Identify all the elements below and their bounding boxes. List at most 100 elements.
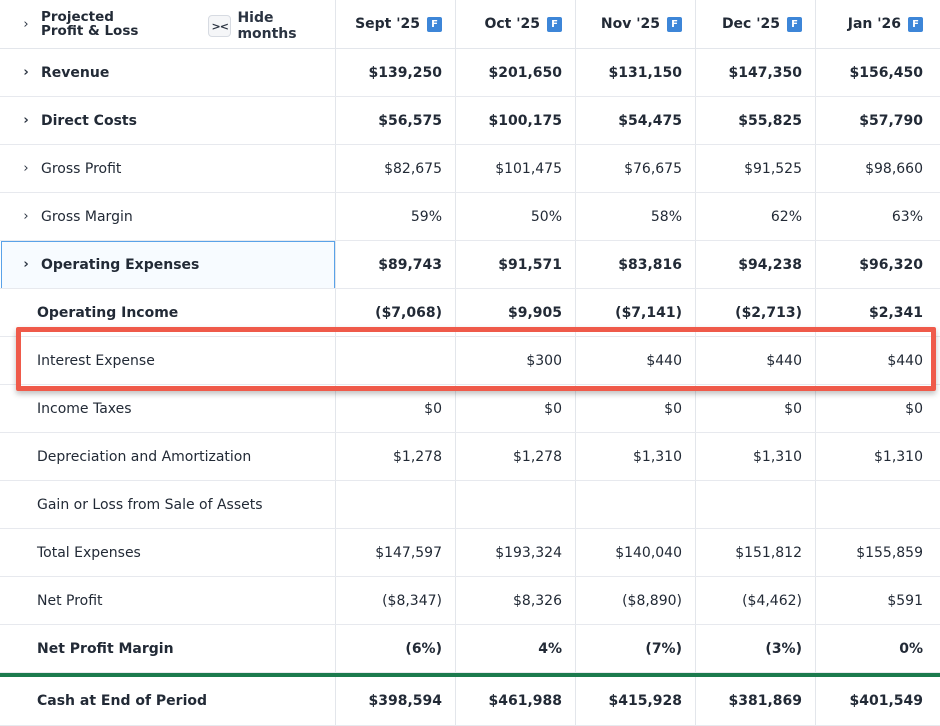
cell-value[interactable]: $147,597: [336, 529, 456, 576]
cell-value[interactable]: $381,869: [696, 677, 816, 725]
cell-value[interactable]: $147,350: [696, 49, 816, 96]
cell-value[interactable]: $440: [887, 352, 923, 369]
cell-value[interactable]: $1,310: [696, 433, 816, 480]
cell-value[interactable]: $57,790: [859, 112, 923, 129]
table-row-net-profit[interactable]: Net Profit ($8,347) $8,326 ($8,890) ($4,…: [0, 577, 940, 625]
table-row-gross-profit[interactable]: › Gross Profit $82,675 $101,475 $76,675 …: [0, 145, 940, 193]
cell-value[interactable]: $0: [696, 385, 816, 432]
cell-value[interactable]: $8,326: [456, 577, 576, 624]
expand-all-chevron-icon[interactable]: ›: [23, 16, 29, 32]
cell-value[interactable]: $131,150: [576, 49, 696, 96]
cell-value[interactable]: $140,040: [576, 529, 696, 576]
cell-value[interactable]: 0%: [899, 640, 923, 657]
cell-value[interactable]: ($8,890): [576, 577, 696, 624]
cell-value[interactable]: $440: [696, 337, 816, 384]
cell-value[interactable]: $1,310: [576, 433, 696, 480]
cell-value[interactable]: $1,310: [874, 448, 923, 465]
table-row-operating-income[interactable]: Operating Income ($7,068) $9,905 ($7,141…: [0, 289, 940, 337]
hide-months-button[interactable]: >< Hide months: [208, 10, 335, 42]
cell-value[interactable]: 59%: [336, 193, 456, 240]
cell-value[interactable]: (7%): [576, 625, 696, 672]
forecast-badge-icon[interactable]: F: [547, 16, 562, 32]
cell-value[interactable]: $415,928: [576, 677, 696, 725]
table-row-cash-end-period[interactable]: Cash at End of Period $398,594 $461,988 …: [0, 677, 940, 726]
cell-value[interactable]: $193,324: [456, 529, 576, 576]
cell-value[interactable]: $83,816: [576, 241, 696, 288]
cell-value[interactable]: $91,525: [696, 145, 816, 192]
cell-value[interactable]: 63%: [891, 208, 923, 225]
expand-chevron-icon[interactable]: ›: [23, 209, 29, 224]
cell-value[interactable]: (3%): [696, 625, 816, 672]
cell-value[interactable]: $101,475: [456, 145, 576, 192]
cell-value[interactable]: [696, 481, 816, 528]
cell-value[interactable]: $1,278: [456, 433, 576, 480]
cell-value[interactable]: $201,650: [456, 49, 576, 96]
table-row-income-taxes[interactable]: Income Taxes $0 $0 $0 $0 $0: [0, 385, 940, 433]
table-row-depreciation[interactable]: Depreciation and Amortization $1,278 $1,…: [0, 433, 940, 481]
cell-value[interactable]: 58%: [576, 193, 696, 240]
table-row-interest-expense[interactable]: Interest Expense $300 $440 $440 $440: [0, 337, 940, 385]
row-label-cell: › Revenue: [0, 49, 336, 96]
forecast-badge-icon[interactable]: F: [427, 16, 442, 32]
forecast-badge-icon[interactable]: F: [787, 16, 802, 32]
cell-value[interactable]: ($2,713): [696, 289, 816, 336]
cell-value[interactable]: [456, 481, 576, 528]
cell-value[interactable]: 50%: [456, 193, 576, 240]
table-row-total-expenses[interactable]: Total Expenses $147,597 $193,324 $140,04…: [0, 529, 940, 577]
expand-chevron-icon[interactable]: ›: [23, 113, 29, 128]
cell-value[interactable]: $89,743: [336, 241, 456, 288]
cell-value[interactable]: $0: [456, 385, 576, 432]
table-row-direct-costs[interactable]: › Direct Costs $56,575 $100,175 $54,475 …: [0, 97, 940, 145]
cell-value[interactable]: $155,859: [856, 544, 923, 561]
cell-value[interactable]: $0: [576, 385, 696, 432]
cell-value[interactable]: $55,825: [696, 97, 816, 144]
row-label: Gross Profit: [41, 160, 122, 177]
table-row-operating-expenses[interactable]: › Operating Expenses $89,743 $91,571 $83…: [0, 241, 940, 289]
cell-value[interactable]: 62%: [696, 193, 816, 240]
cell-value[interactable]: [336, 337, 456, 384]
cell-value[interactable]: $591: [887, 592, 923, 609]
cell-value[interactable]: ($8,347): [336, 577, 456, 624]
cell-value[interactable]: $76,675: [576, 145, 696, 192]
cell-value[interactable]: $54,475: [576, 97, 696, 144]
cell-value[interactable]: $100,175: [456, 97, 576, 144]
cell-value[interactable]: $98,660: [865, 160, 923, 177]
cell-value[interactable]: ($7,068): [336, 289, 456, 336]
expand-chevron-icon[interactable]: ›: [23, 257, 29, 272]
cell-value[interactable]: [576, 481, 696, 528]
cell-value[interactable]: ($7,141): [576, 289, 696, 336]
cell-value[interactable]: [816, 481, 940, 528]
table-row-net-profit-margin[interactable]: Net Profit Margin (6%) 4% (7%) (3%) 0%: [0, 625, 940, 673]
cell-value[interactable]: $0: [336, 385, 456, 432]
cell-value[interactable]: $1,278: [336, 433, 456, 480]
forecast-badge-icon[interactable]: F: [908, 16, 923, 32]
cell-value[interactable]: [336, 481, 456, 528]
cell-value[interactable]: $300: [456, 337, 576, 384]
forecast-badge-icon[interactable]: F: [667, 16, 682, 32]
cell-value[interactable]: $2,341: [868, 304, 923, 321]
expand-chevron-icon[interactable]: ›: [23, 161, 29, 176]
table-row-gain-loss-assets[interactable]: Gain or Loss from Sale of Assets: [0, 481, 940, 529]
cell-value[interactable]: $96,320: [859, 256, 923, 273]
cell-value[interactable]: $82,675: [336, 145, 456, 192]
cell-value[interactable]: (6%): [336, 625, 456, 672]
table-row-gross-margin[interactable]: › Gross Margin 59% 50% 58% 62% 63%: [0, 193, 940, 241]
cell-value[interactable]: 4%: [456, 625, 576, 672]
cell-value[interactable]: $9,905: [456, 289, 576, 336]
table-row-revenue[interactable]: › Revenue $139,250 $201,650 $131,150 $14…: [0, 49, 940, 97]
cell-value[interactable]: ($4,462): [696, 577, 816, 624]
cell-value[interactable]: $440: [576, 337, 696, 384]
cell-value[interactable]: $398,594: [336, 677, 456, 725]
cell-value[interactable]: $91,571: [456, 241, 576, 288]
cell-value[interactable]: $461,988: [456, 677, 576, 725]
cell-value[interactable]: $156,450: [849, 64, 923, 81]
cell-value[interactable]: $56,575: [336, 97, 456, 144]
cell-value[interactable]: $401,549: [849, 693, 923, 709]
cell-value[interactable]: $151,812: [696, 529, 816, 576]
expand-chevron-icon[interactable]: ›: [23, 65, 29, 80]
row-label-cell: › Gross Margin: [0, 193, 336, 240]
cell-value[interactable]: $139,250: [336, 49, 456, 96]
cell-value[interactable]: $94,238: [696, 241, 816, 288]
cell-value[interactable]: $0: [905, 400, 923, 417]
month-label: Dec '25: [721, 16, 780, 32]
